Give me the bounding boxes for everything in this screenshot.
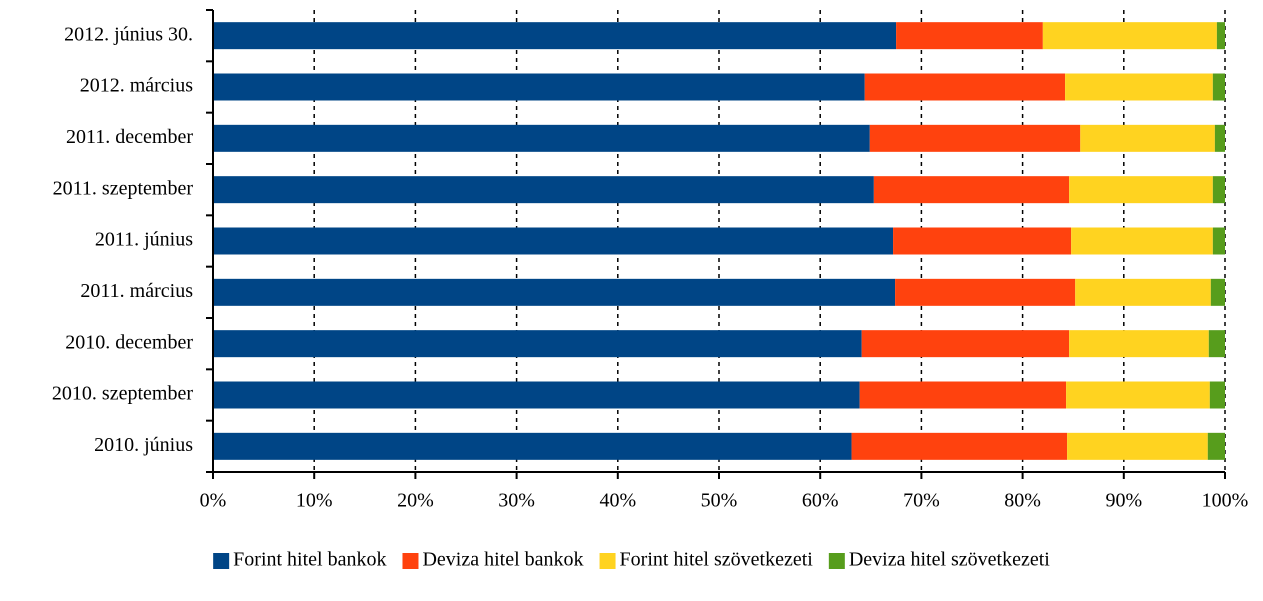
legend-label: Forint hitel bankok	[233, 549, 386, 571]
y-tick-label: 2011. március	[80, 280, 193, 302]
x-tick-label: 70%	[903, 490, 940, 512]
y-tick-label: 2011. június	[95, 229, 193, 251]
legend-label: Deviza hitel bankok	[422, 549, 583, 571]
bar-segment	[851, 432, 1068, 460]
bar-segment	[1212, 176, 1225, 204]
bar-segment	[1212, 73, 1225, 101]
bar-segment	[1207, 432, 1225, 460]
bar-segment	[213, 227, 894, 255]
bar-segment	[1067, 432, 1208, 460]
y-tick-label: 2010. szeptember	[52, 383, 193, 405]
y-tick-label: 2012. június 30.	[64, 23, 193, 45]
bar-segment	[213, 432, 852, 460]
legend-swatch	[828, 553, 845, 569]
y-tick-label: 2010. június	[94, 434, 193, 456]
legend-swatch	[402, 553, 419, 569]
y-tick-label: 2011. szeptember	[53, 177, 194, 199]
bar-segment	[1075, 278, 1211, 306]
bar-segment	[213, 124, 870, 152]
bar-segment	[1212, 227, 1225, 255]
bar-segment	[1071, 227, 1213, 255]
bar-segment	[864, 73, 1066, 101]
bar-segment	[861, 330, 1070, 358]
x-tick-label: 10%	[296, 490, 333, 512]
legend-swatch	[213, 553, 230, 569]
bar-segment	[1208, 330, 1225, 358]
bar-segment	[1214, 124, 1225, 152]
bar-segment	[213, 381, 860, 409]
bar-segment	[1216, 22, 1225, 50]
x-tick-label: 80%	[1004, 490, 1041, 512]
legend-label: Forint hitel szövetkezeti	[620, 549, 814, 571]
x-tick-label: 0%	[200, 490, 227, 512]
y-tick-label: 2012. március	[80, 75, 194, 97]
bar-segment	[213, 176, 874, 204]
bar-segment	[1209, 381, 1225, 409]
x-tick-label: 60%	[802, 490, 839, 512]
bar-segment	[869, 124, 1081, 152]
bar-segment	[1065, 73, 1213, 101]
bar-segment	[896, 22, 1043, 50]
bar-segment	[213, 278, 896, 306]
bar-segment	[1080, 124, 1215, 152]
bar-segment	[1210, 278, 1225, 306]
x-tick-label: 40%	[599, 490, 636, 512]
bar-segment	[895, 278, 1076, 306]
bar-segment	[859, 381, 1067, 409]
x-tick-label: 90%	[1105, 490, 1142, 512]
bar-segment	[1069, 330, 1209, 358]
y-tick-label: 2011. december	[66, 126, 193, 148]
bar-segment	[213, 22, 897, 50]
bar-segment	[1042, 22, 1217, 50]
bar-segment	[1069, 176, 1213, 204]
x-tick-label: 20%	[397, 490, 434, 512]
legend-swatch	[599, 553, 616, 569]
bar-segment	[873, 176, 1070, 204]
y-tick-label: 2010. december	[65, 331, 193, 353]
x-tick-label: 30%	[498, 490, 535, 512]
x-tick-label: 100%	[1202, 490, 1249, 512]
legend-label: Deviza hitel szövetkezeti	[849, 549, 1050, 571]
bar-segment	[213, 73, 865, 101]
bar-segment	[213, 330, 862, 358]
bar-segment	[1066, 381, 1210, 409]
bar-segment	[893, 227, 1072, 255]
x-tick-label: 50%	[701, 490, 738, 512]
